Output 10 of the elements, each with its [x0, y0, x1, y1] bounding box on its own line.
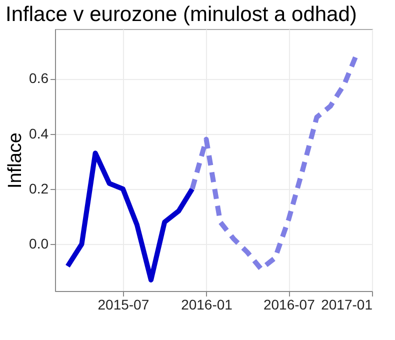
- x-tick-label: 2016-01: [181, 296, 233, 312]
- x-tick-label: 2017-01: [321, 296, 373, 312]
- y-tick-label: 0.2: [29, 180, 49, 196]
- x-tick-label: 2015-07: [98, 296, 150, 312]
- y-axis-title: Inflace: [5, 132, 26, 188]
- y-tick-label: 0.0: [29, 236, 49, 252]
- y-tick-label: 0.4: [29, 125, 49, 142]
- chart-title: Inflace v eurozone (minulost a odhad): [6, 3, 357, 26]
- x-tick-label: 2016-07: [263, 296, 316, 312]
- y-tick-label: 0.6: [29, 70, 49, 86]
